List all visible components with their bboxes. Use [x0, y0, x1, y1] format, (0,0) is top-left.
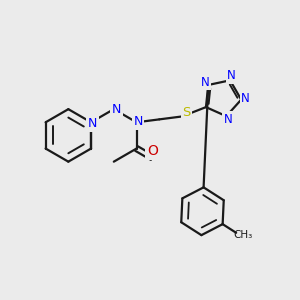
Text: S: S	[182, 106, 190, 119]
Text: N: N	[201, 76, 210, 88]
Text: O: O	[147, 144, 158, 158]
Text: N: N	[112, 103, 122, 116]
Text: N: N	[241, 92, 250, 105]
Text: N: N	[133, 115, 143, 128]
Text: N: N	[224, 112, 232, 126]
Text: N: N	[227, 70, 236, 83]
Text: CH₃: CH₃	[233, 230, 253, 240]
Text: N: N	[88, 117, 97, 130]
